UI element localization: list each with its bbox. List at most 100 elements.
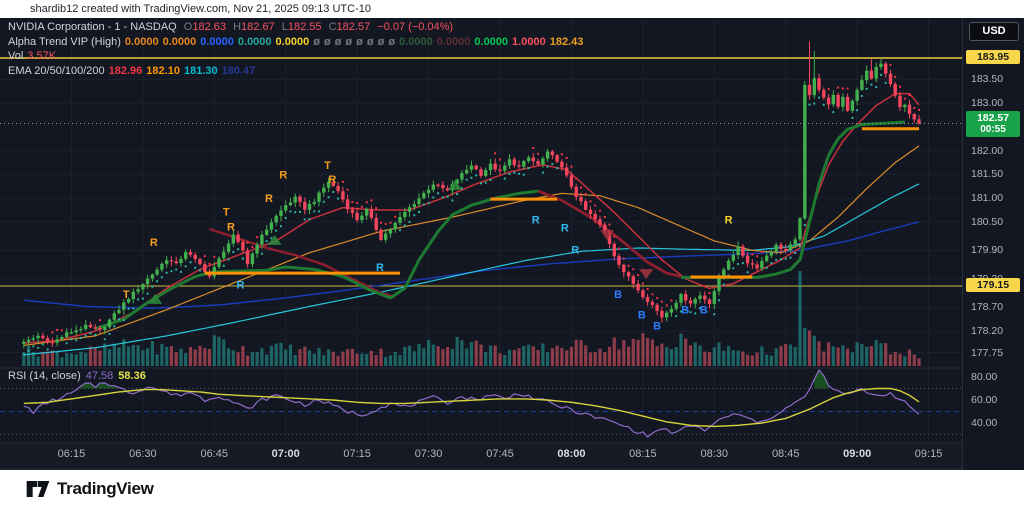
- volume-value: 3.57K: [27, 50, 57, 62]
- legend-value: ø: [388, 35, 396, 48]
- rsi-overbought-fill: [81, 382, 119, 389]
- signal-letter-r: R: [279, 169, 287, 181]
- rsi-overbought-fill: [814, 370, 829, 389]
- trend-triangle-up: [267, 234, 282, 245]
- time-tick-label: 07:00: [271, 448, 300, 460]
- trend-triangle-up: [448, 179, 463, 190]
- last-price-badge: 182.57 00:55: [966, 110, 1020, 137]
- trend-triangle-up: [148, 293, 163, 304]
- rsi-tick-label: 80.00: [971, 371, 998, 383]
- ema-row: EMA 20/50/100/200 182.96 182.10 181.30 180.4…: [8, 65, 591, 79]
- level-price-badge: 183.95: [966, 50, 1020, 64]
- signal-letter-r: R: [561, 223, 569, 235]
- high-value: 182.67: [241, 21, 275, 33]
- signal-letter-r: R: [376, 262, 384, 274]
- signal-letter-b: B: [700, 304, 708, 316]
- volume-row: Vol 3.57K: [8, 50, 591, 64]
- time-tick-label: 06:45: [200, 448, 229, 460]
- legend-value: 0.0000: [162, 35, 197, 48]
- rsi-tick-label: 60.00: [971, 394, 998, 406]
- rsi-ma-line: [23, 387, 920, 428]
- ema-name: EMA 20/50/100/200: [8, 64, 105, 77]
- signal-letter-b: B: [614, 289, 622, 301]
- legend-value: 182.10: [146, 64, 180, 77]
- time-tick-label: 07:30: [414, 448, 443, 460]
- legend-value: 182.96: [108, 64, 143, 77]
- legend-value: ø: [334, 35, 342, 48]
- chart-legend: NVIDIA Corporation - 1 - NASDAQ O182.63 …: [8, 21, 591, 79]
- ema-values: 182.96 182.10 181.30 180.47: [109, 65, 260, 77]
- signal-letter-r: R: [237, 280, 245, 292]
- signal-letter-r: R: [725, 215, 733, 227]
- legend-value: 181.30: [183, 64, 218, 77]
- legend-value: ø: [366, 35, 374, 48]
- tradingview-wordmark: TradingView: [57, 479, 154, 498]
- time-tick-label: 06:15: [57, 448, 86, 460]
- alphatrend-name: Alpha Trend VIP (High): [8, 35, 121, 48]
- currency-button[interactable]: USD: [969, 22, 1019, 41]
- legend-value: ø: [377, 35, 385, 48]
- time-tick-label: 09:15: [914, 448, 943, 460]
- legend-value: 0.0000: [200, 35, 234, 48]
- time-tick-label: 07:15: [343, 448, 371, 460]
- low-label: L: [281, 21, 288, 33]
- time-tick-label: 08:45: [771, 448, 800, 460]
- time-tick-label: 08:30: [700, 448, 729, 460]
- volume-name: Vol: [8, 50, 24, 62]
- signal-letter-r: R: [328, 174, 336, 186]
- close-label: C: [328, 21, 337, 33]
- attribution-text: shardib12 created with TradingView.com, …: [30, 3, 371, 15]
- legend-value: 182.43: [549, 35, 584, 48]
- signal-letter-r: R: [150, 237, 158, 249]
- rsi-layer: [0, 369, 962, 438]
- price-tick-label: 183.50: [971, 73, 1004, 86]
- signal-letter-r: R: [265, 193, 273, 205]
- time-tick-label: 09:00: [843, 448, 872, 460]
- price-tick-label: 181.50: [971, 168, 1004, 181]
- rsi-ma-value: 58.36: [118, 370, 146, 382]
- legend-value: ø: [356, 35, 363, 48]
- signal-letter-t: T: [223, 206, 230, 218]
- signal-letter-r: R: [571, 244, 579, 256]
- price-axis[interactable]: USD 183.50 183.00 182.00 181.50 181.00 180.50…: [962, 18, 1024, 470]
- legend-value: ø: [323, 35, 331, 48]
- rsi-legend: RSI (14, close) 47.58 58.36: [8, 370, 151, 382]
- ema100-line: [23, 183, 920, 356]
- time-tick-label: 08:00: [557, 448, 586, 460]
- trend-triangle-down: [639, 269, 654, 280]
- signal-letter-t: T: [324, 160, 331, 172]
- rsi-line: [23, 369, 920, 438]
- open-value: 182.63: [192, 21, 227, 33]
- trend-triangle-down: [600, 230, 615, 241]
- support-resistance-layer: [204, 127, 920, 279]
- candles-layer: [22, 41, 921, 349]
- volume-layer: [22, 271, 921, 366]
- time-tick-label: 06:30: [129, 448, 157, 460]
- open-label: O: [183, 21, 193, 33]
- price-tick-label: 181.00: [971, 192, 1004, 205]
- legend-value: ø: [345, 35, 353, 48]
- rsi-name: RSI (14, close): [8, 370, 81, 382]
- legend-value: 0.0000: [474, 35, 509, 48]
- legend-value: 0.0000: [275, 35, 310, 48]
- signal-letter-b: B: [638, 310, 646, 322]
- alphatrend-row: Alpha Trend VIP (High) 0.0000 0.0000 0.0000…: [8, 36, 591, 50]
- change-value: −0.07 (−0.04%): [377, 21, 454, 33]
- price-tick-label: 178.20: [971, 325, 1004, 338]
- signal-dots-layer: [22, 63, 920, 355]
- tradingview-logo-icon: [26, 481, 50, 497]
- price-tick-label: 179.90: [971, 244, 1004, 257]
- legend-value: 0.0000: [124, 35, 159, 48]
- price-tick-label: 180.50: [971, 215, 1004, 228]
- price-tick-label: 177.75: [971, 346, 1004, 359]
- close-value: 182.57: [336, 21, 371, 33]
- tradingview-logo[interactable]: TradingView: [26, 479, 154, 499]
- alphatrend-values: 0.0000 0.0000 0.0000 0.0000 0.0000 ø ø ø ø ø ø ø ø 0.…: [125, 36, 587, 48]
- legend-value: ø: [313, 35, 320, 48]
- attribution-bar: shardib12 created with TradingView.com, …: [0, 0, 1024, 18]
- rsi-value: 47.58: [85, 370, 114, 382]
- time-tick-label: 08:15: [629, 448, 657, 460]
